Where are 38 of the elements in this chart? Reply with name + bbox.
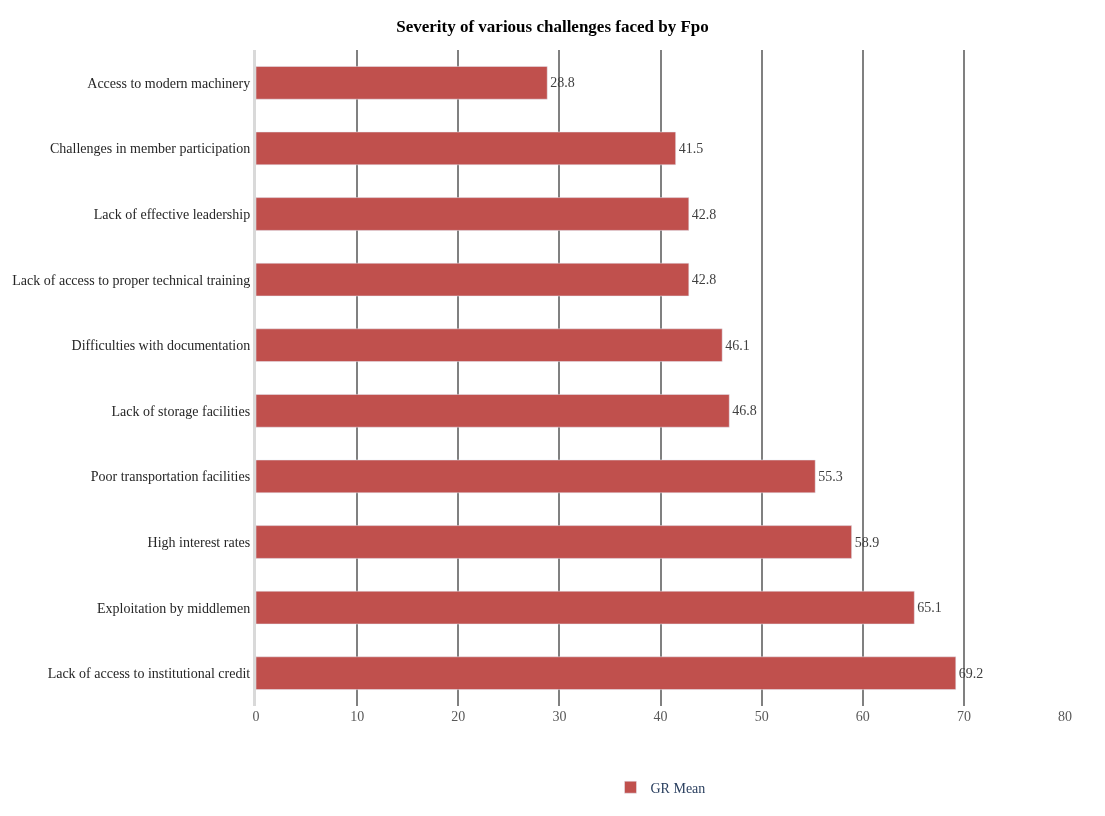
x-tick-label: 10 [350, 709, 365, 724]
y-tick-label: Access to modern machinery [87, 75, 251, 91]
data-label: 46.8 [732, 403, 757, 419]
y-tick-label: High interest rates [147, 534, 251, 550]
data-label: 65.1 [917, 600, 942, 616]
x-tick-label: 20 [451, 709, 466, 724]
x-tick-label: 80 [1058, 709, 1072, 724]
y-tick-label: Lack of effective leadership [93, 206, 251, 222]
bar [256, 394, 730, 428]
bar [256, 590, 915, 625]
bar [256, 131, 676, 166]
y-tick-label: Lack of access to institutional credit [47, 666, 251, 682]
y-tick-label: Lack of storage facilities [111, 403, 251, 419]
y-tick-label: Exploitation by middlemen [97, 600, 251, 616]
chart-title: Severity of various challenges faced by Fpo [396, 17, 709, 37]
x-tick-label: 60 [855, 709, 870, 724]
data-label: 55.3 [818, 468, 843, 484]
x-tick-label: 40 [653, 709, 668, 724]
bar [256, 328, 723, 362]
bar [256, 656, 957, 690]
data-label: 42.8 [691, 206, 717, 222]
x-tick-label: 30 [552, 709, 567, 724]
x-tick-label: 0 [252, 709, 260, 724]
x-tick-label: 70 [956, 709, 971, 724]
bar [256, 66, 548, 100]
y-tick-label: Lack of access to proper technical training [12, 272, 251, 288]
x-tick-label: 50 [754, 709, 769, 724]
bar [256, 525, 852, 559]
data-label: 41.5 [678, 140, 704, 156]
y-tick-label: Difficulties with documentation [71, 338, 251, 354]
data-label: 46.1 [725, 337, 750, 353]
y-tick-label: Poor transportation facilities [90, 469, 251, 485]
bar [256, 197, 690, 231]
bar [256, 262, 690, 297]
bar [256, 459, 816, 494]
data-label: 42.8 [691, 272, 717, 288]
y-tick-label: Challenges in member participation [49, 141, 251, 157]
legend-label: GR Mean [650, 780, 706, 796]
